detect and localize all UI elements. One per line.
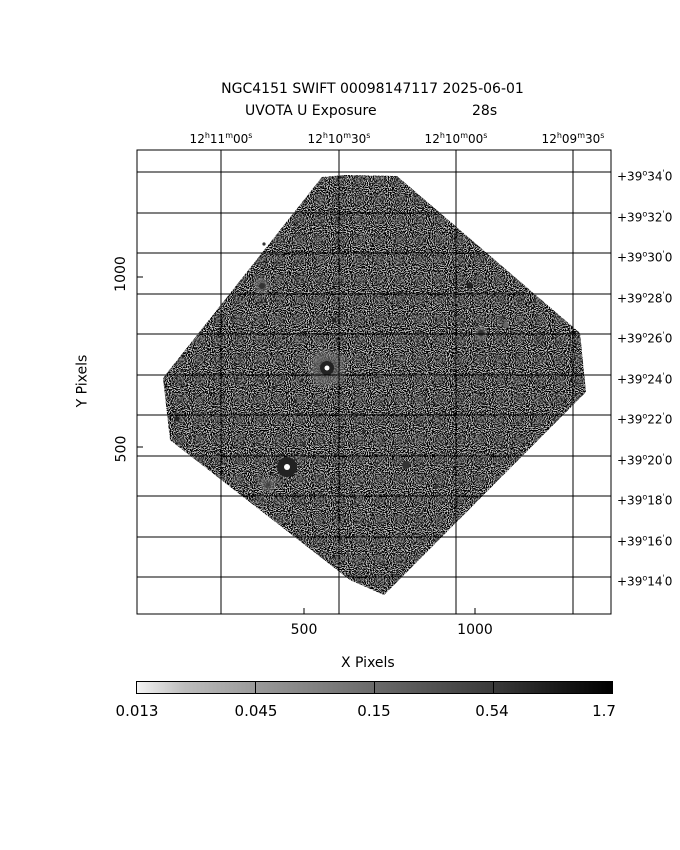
x-axis-label: X Pixels xyxy=(341,655,395,671)
point-sources xyxy=(174,242,509,494)
dec-label: +39o24'0 xyxy=(617,371,673,387)
dec-label: +39o34'0 xyxy=(617,168,673,184)
ra-label: 12h09m30s xyxy=(541,131,605,146)
y-tick-1000: 1000 xyxy=(112,256,129,292)
dec-label: +39o26'0 xyxy=(617,330,673,346)
coordinate-grid xyxy=(137,150,611,614)
plot-frame xyxy=(136,149,612,615)
image-title-exposure-value: 28s xyxy=(472,103,498,119)
colorbar-tick-0: 0.013 xyxy=(115,702,159,720)
colorbar-tick-4: 1.7 xyxy=(592,702,616,720)
ra-label: 12h11m00s xyxy=(189,131,253,146)
y-axis-label: Y Pixels xyxy=(74,354,91,408)
dec-label: +39o20'0 xyxy=(617,452,673,468)
dec-label: +39o18'0 xyxy=(617,492,673,508)
ra-label: 12h10m30s xyxy=(307,131,371,146)
image-title-line1: NGC4151 SWIFT 00098147117 2025-06-01 xyxy=(221,81,524,97)
image-title-exposure-label: UVOTA U Exposure xyxy=(245,103,377,119)
x-tick-1000: 1000 xyxy=(457,622,493,638)
dec-label: +39o30'0 xyxy=(617,249,673,265)
dec-label: +39o14'0 xyxy=(617,573,673,589)
dec-label: +39o28'0 xyxy=(617,290,673,306)
colorbar-tick-3: 0.54 xyxy=(475,702,509,720)
x-tick-500: 500 xyxy=(290,622,318,638)
dec-label: +39o32'0 xyxy=(617,209,673,225)
dec-label: +39o16'0 xyxy=(617,533,673,549)
colorbar-tick-1: 0.045 xyxy=(234,702,278,720)
colorbar xyxy=(136,681,613,694)
y-tick-500: 500 xyxy=(113,435,130,463)
ra-label: 12h10m00s xyxy=(424,131,488,146)
dec-label: +39o22'0 xyxy=(617,411,673,427)
colorbar-tick-2: 0.15 xyxy=(357,702,391,720)
